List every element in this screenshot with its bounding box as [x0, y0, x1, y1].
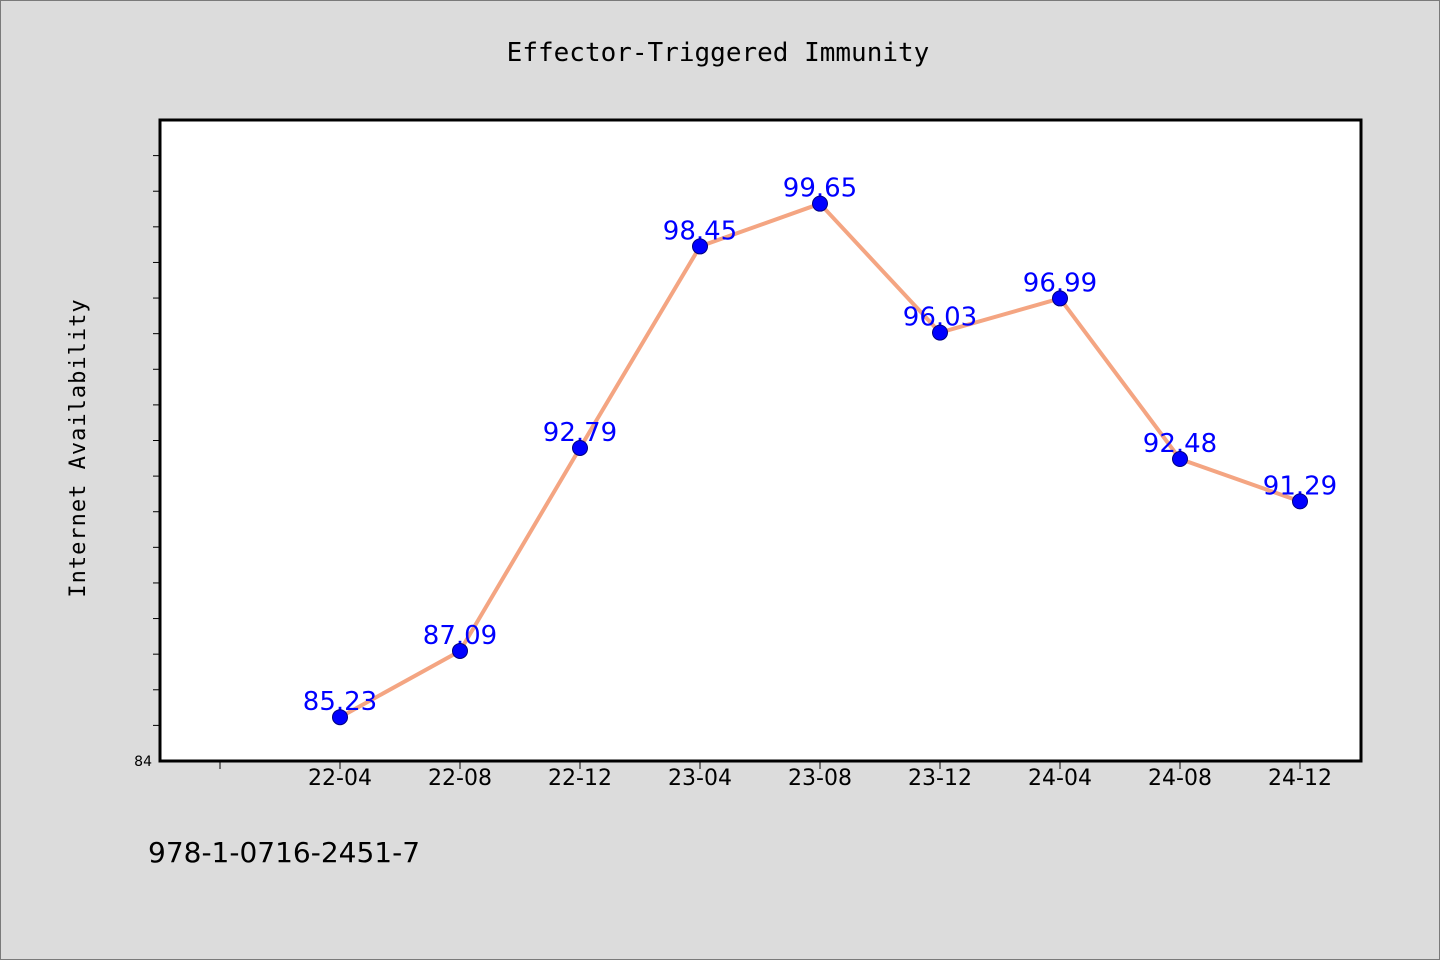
plot-border — [158, 118, 1363, 763]
data-point — [812, 195, 828, 212]
data-point — [692, 238, 708, 255]
x-tick-label: 24-04 — [1028, 766, 1092, 791]
data-point — [572, 439, 588, 456]
data-point — [452, 642, 468, 659]
y-axis-label: Internet Availability — [66, 298, 91, 597]
x-tick-label: 22-04 — [308, 766, 372, 791]
isbn-footer: 978-1-0716-2451-7 — [148, 836, 420, 869]
x-tick-label: 23-08 — [788, 766, 852, 791]
data-point — [332, 709, 348, 726]
x-tick-label: 23-04 — [668, 766, 732, 791]
y-axis-ticks: 84 — [134, 155, 160, 770]
x-tick-label: 24-12 — [1268, 766, 1332, 791]
data-point — [1052, 290, 1068, 307]
x-tick-label: 22-08 — [428, 766, 492, 791]
x-tick-label: 23-12 — [908, 766, 972, 791]
series-layer: 85.2387.0992.7998.4599.6596.0396.9992.48… — [303, 174, 1337, 726]
data-point — [1292, 493, 1308, 510]
y-tick-label: 84 — [134, 754, 152, 770]
x-tick-label: 24-08 — [1148, 766, 1212, 791]
data-point — [932, 324, 948, 341]
x-tick-label: 22-12 — [548, 766, 612, 791]
chart-title: Effector-Triggered Immunity — [507, 38, 930, 68]
data-point — [1172, 451, 1188, 468]
x-axis-ticks: 22-04 22-08 22-12 23-04 23-08 23-12 24-04 24-08… — [219, 761, 1332, 791]
